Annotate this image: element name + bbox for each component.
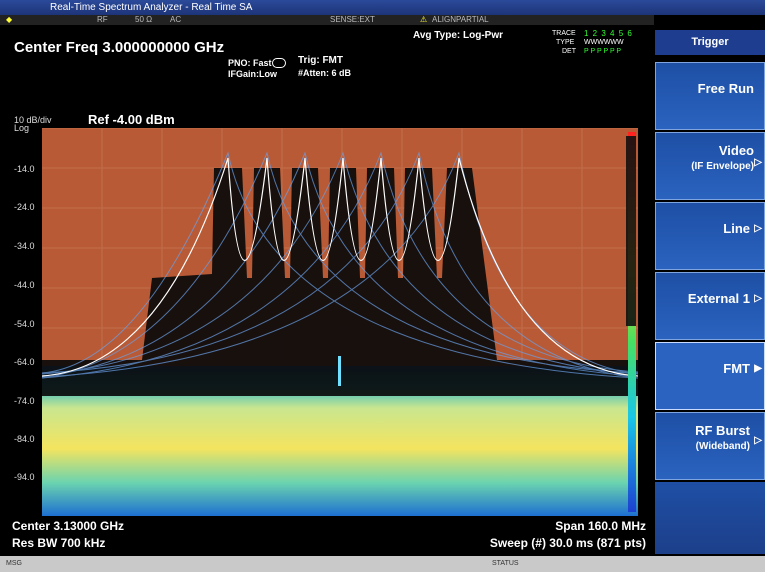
line-trigger-button[interactable]: Line ▷ xyxy=(655,202,765,270)
plot-header xyxy=(0,85,654,125)
y-tick-label: -34.0 xyxy=(14,241,35,251)
sense-status: SENSE:EXT xyxy=(330,15,375,24)
y-tick-label: -64.0 xyxy=(14,357,35,367)
rf-status: RF xyxy=(97,15,108,24)
sweep-readout[interactable]: Sweep (#) 30.0 ms (871 pts) xyxy=(489,536,646,550)
rf-burst-trigger-button[interactable]: RF Burst (Wideband) ▷ xyxy=(655,412,765,480)
type-value: WWWWWW xyxy=(584,39,624,46)
softkey-label: External 1 xyxy=(687,291,750,306)
submenu-arrow-icon: ▶ xyxy=(754,363,762,374)
center-readout[interactable]: Center 3.13000 GHz xyxy=(12,519,125,533)
spectrum-graph xyxy=(42,128,638,516)
settings-panel xyxy=(0,25,654,85)
if-gain-setting: IFGain:Low xyxy=(228,69,277,79)
trace-label: TRACE xyxy=(552,30,576,37)
density-traces xyxy=(42,151,638,379)
status-row: ◆ RF 50 Ω AC SENSE:EXT ⚠ ALIGNPARTIAL xyxy=(0,15,654,25)
warning-icon: ⚠ xyxy=(420,15,428,24)
res-bw-readout[interactable]: Res BW 700 kHz xyxy=(12,536,106,550)
softkey-sublabel: (IF Envelope) xyxy=(691,161,754,172)
y-tick-label: -74.0 xyxy=(14,396,35,406)
message-bar: MSG STATUS xyxy=(0,556,765,572)
softkey-label: Free Run xyxy=(697,81,754,96)
span-readout[interactable]: Span 160.0 MHz xyxy=(555,519,646,533)
softkey-empty xyxy=(655,482,765,554)
marker-icon: ◆ xyxy=(6,15,13,24)
scale-mode: Log xyxy=(14,123,30,133)
center-spur xyxy=(338,356,341,386)
spectrum-display[interactable] xyxy=(42,128,638,516)
free-run-button[interactable]: Free Run xyxy=(655,62,765,130)
ref-level[interactable]: Ref -4.00 dBm xyxy=(88,112,175,127)
y-tick-label: -14.0 xyxy=(14,164,35,174)
y-tick-label: -94.0 xyxy=(14,472,35,482)
pno-loop-icon xyxy=(272,58,286,68)
msg-label: MSG xyxy=(6,560,22,567)
det-label: DET xyxy=(562,48,576,55)
submenu-arrow-icon: ▷ xyxy=(754,157,762,168)
status-label: STATUS xyxy=(492,560,519,567)
submenu-arrow-icon: ▷ xyxy=(754,435,762,446)
det-value: P P P P P P xyxy=(584,48,622,55)
submenu-arrow-icon: ▷ xyxy=(754,223,762,234)
pno-setting: PNO: Fast xyxy=(228,58,272,68)
avg-type-setting: Avg Type: Log-Pwr xyxy=(413,30,503,41)
coupling-status: AC xyxy=(170,15,182,24)
submenu-arrow-icon: ▷ xyxy=(754,293,762,304)
softkey-label: FMT xyxy=(723,361,750,376)
plot-footer: Center 3.13000 GHz Res BW 700 kHz Span 1… xyxy=(0,516,654,556)
softkey-label: Line xyxy=(723,221,750,236)
live-trace xyxy=(42,157,638,377)
center-frequency[interactable]: Center Freq 3.000000000 GHz xyxy=(14,39,225,56)
color-bar-marker xyxy=(626,136,636,326)
y-tick-label: -84.0 xyxy=(14,434,35,444)
window-title-bar: Real-Time Spectrum Analyzer - Real Time … xyxy=(0,0,765,15)
y-tick-label: -54.0 xyxy=(14,319,35,329)
trigger-setting: Trig: FMT xyxy=(298,55,343,66)
align-status: ALIGNPARTIAL xyxy=(432,15,489,24)
trace-numbers: 1 2 3 4 5 6 xyxy=(584,29,633,38)
softkey-menu-title: Trigger xyxy=(655,30,765,55)
y-tick-label: -44.0 xyxy=(14,280,35,290)
scale-per-div: 10 dB/div xyxy=(14,115,52,125)
y-tick-label: -24.0 xyxy=(14,202,35,212)
video-trigger-button[interactable]: Video (IF Envelope) ▷ xyxy=(655,132,765,200)
attenuation-setting: #Atten: 6 dB xyxy=(298,68,352,78)
type-label: TYPE xyxy=(556,39,575,46)
softkey-sublabel: (Wideband) xyxy=(695,441,750,452)
softkey-label: RF Burst xyxy=(695,423,750,438)
window-title: Real-Time Spectrum Analyzer - Real Time … xyxy=(50,2,253,13)
fmt-trigger-button[interactable]: FMT ▶ xyxy=(655,342,765,410)
impedance-status: 50 Ω xyxy=(135,15,153,24)
external-1-trigger-button[interactable]: External 1 ▷ xyxy=(655,272,765,340)
softkey-label: Video xyxy=(718,143,754,158)
